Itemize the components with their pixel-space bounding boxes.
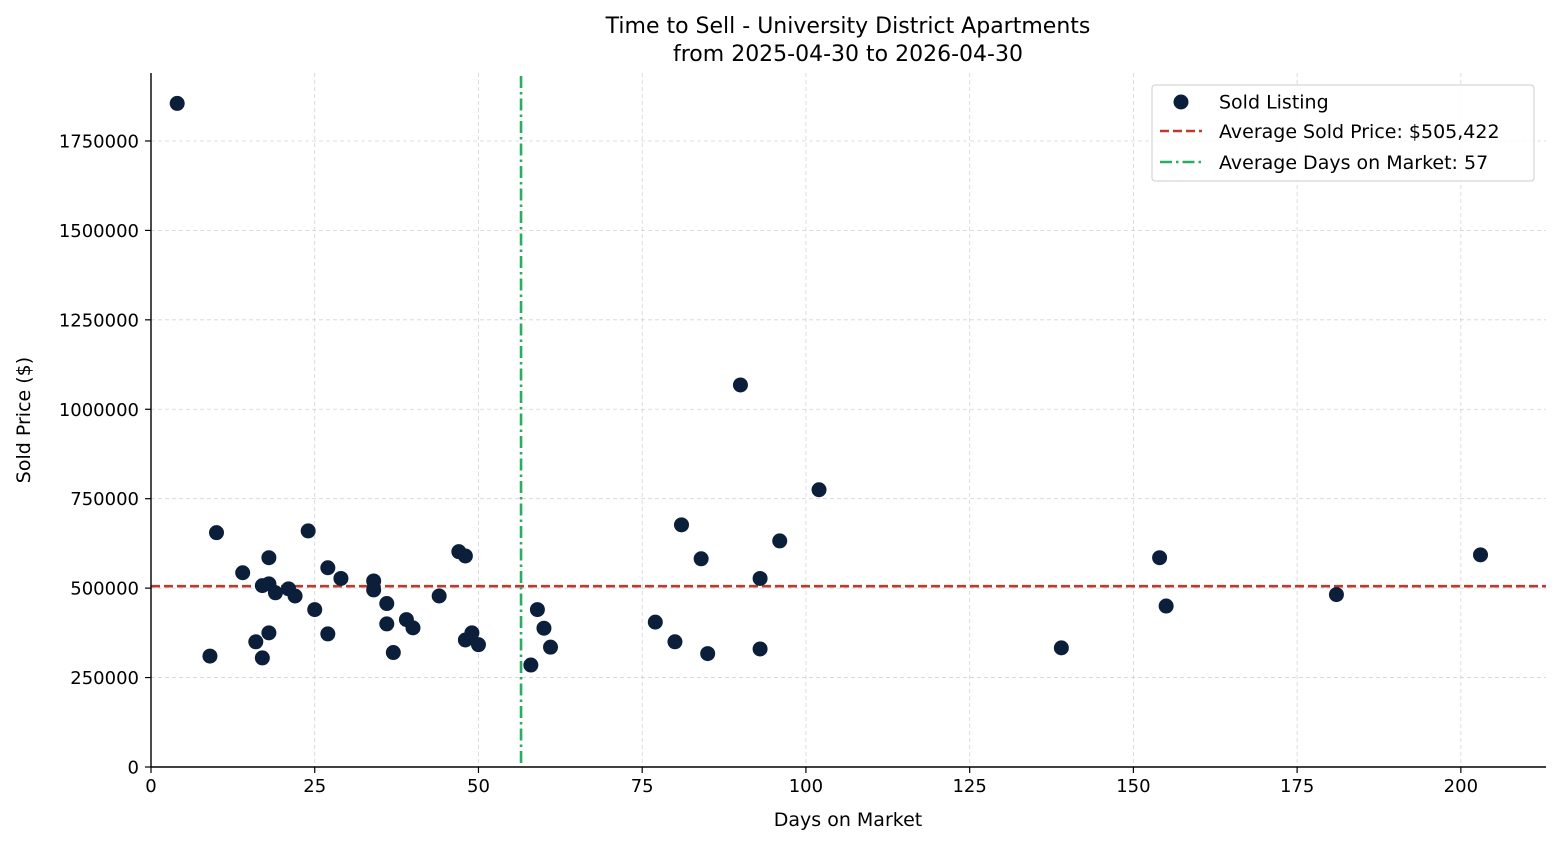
data-point bbox=[235, 565, 251, 581]
data-point bbox=[811, 482, 827, 498]
data-point bbox=[405, 620, 421, 636]
data-point bbox=[457, 548, 473, 564]
data-point bbox=[261, 625, 277, 641]
data-point bbox=[385, 645, 401, 661]
data-point bbox=[208, 525, 224, 541]
legend-marker-sold bbox=[1173, 94, 1189, 110]
x-tick-label: 200 bbox=[1444, 776, 1478, 797]
data-point bbox=[248, 634, 264, 650]
data-point bbox=[261, 550, 277, 566]
data-point bbox=[254, 650, 270, 666]
data-point bbox=[379, 616, 395, 632]
data-point bbox=[732, 377, 748, 393]
data-point bbox=[700, 646, 716, 662]
data-point bbox=[366, 582, 382, 598]
axes bbox=[145, 73, 1546, 773]
data-point bbox=[752, 570, 768, 586]
y-tick-label: 1000000 bbox=[59, 400, 139, 421]
x-tick-label: 150 bbox=[1116, 776, 1150, 797]
x-tick-label: 25 bbox=[303, 776, 326, 797]
y-tick-label: 1250000 bbox=[59, 310, 139, 331]
data-point bbox=[470, 637, 486, 653]
y-tick-label: 750000 bbox=[70, 489, 139, 510]
legend-label-avg-price: Average Sold Price: $505,422 bbox=[1219, 121, 1500, 143]
x-tick-label: 125 bbox=[952, 776, 986, 797]
data-point bbox=[667, 634, 683, 650]
data-point bbox=[431, 588, 447, 604]
data-point bbox=[673, 517, 689, 533]
reference-lines bbox=[151, 76, 1546, 767]
data-point bbox=[300, 523, 316, 539]
data-point bbox=[379, 596, 395, 612]
x-tick-label: 75 bbox=[631, 776, 654, 797]
data-point bbox=[267, 585, 283, 601]
legend-label-avg-days: Average Days on Market: 57 bbox=[1219, 152, 1488, 174]
data-point bbox=[169, 95, 185, 111]
y-tick-label: 1500000 bbox=[59, 221, 139, 242]
data-point bbox=[693, 551, 709, 567]
x-tick-label: 0 bbox=[145, 776, 156, 797]
data-point bbox=[523, 657, 539, 673]
data-point bbox=[1152, 550, 1168, 566]
data-point bbox=[1158, 598, 1174, 614]
data-point bbox=[320, 626, 336, 642]
x-tick-label: 50 bbox=[467, 776, 490, 797]
data-point bbox=[202, 648, 218, 664]
data-point bbox=[287, 588, 303, 604]
data-point bbox=[1328, 587, 1344, 603]
data-point bbox=[333, 570, 349, 586]
chart-title: Time to Sell - University District Apart… bbox=[605, 14, 1091, 39]
y-tick-label: 500000 bbox=[70, 579, 139, 600]
y-tick-label: 0 bbox=[128, 758, 139, 779]
data-point bbox=[1473, 547, 1489, 563]
data-points bbox=[169, 95, 1489, 673]
data-point bbox=[752, 641, 768, 657]
data-point bbox=[772, 533, 788, 549]
data-point bbox=[536, 620, 552, 636]
data-point bbox=[529, 602, 545, 618]
y-axis-label: Sold Price ($) bbox=[13, 357, 35, 483]
x-axis-label: Days on Market bbox=[774, 809, 922, 831]
legend-box bbox=[1151, 84, 1535, 182]
legend: Sold Listing Average Sold Price: $505,42… bbox=[1151, 84, 1535, 182]
data-point bbox=[647, 614, 663, 630]
tick-labels: 0 25 50 75 100 125 150 175 200 0 250000 500000 75000… bbox=[59, 131, 1478, 797]
data-point bbox=[543, 639, 559, 655]
data-point bbox=[1053, 640, 1069, 656]
data-point bbox=[307, 602, 323, 618]
legend-label-sold: Sold Listing bbox=[1219, 92, 1329, 114]
x-tick-label: 100 bbox=[789, 776, 823, 797]
y-tick-label: 1750000 bbox=[59, 131, 139, 152]
y-tick-label: 250000 bbox=[70, 668, 139, 689]
data-point bbox=[320, 560, 336, 576]
chart-subtitle: from 2025-04-30 to 2026-04-30 bbox=[673, 42, 1023, 67]
x-tick-label: 175 bbox=[1280, 776, 1314, 797]
data-point bbox=[464, 625, 480, 641]
